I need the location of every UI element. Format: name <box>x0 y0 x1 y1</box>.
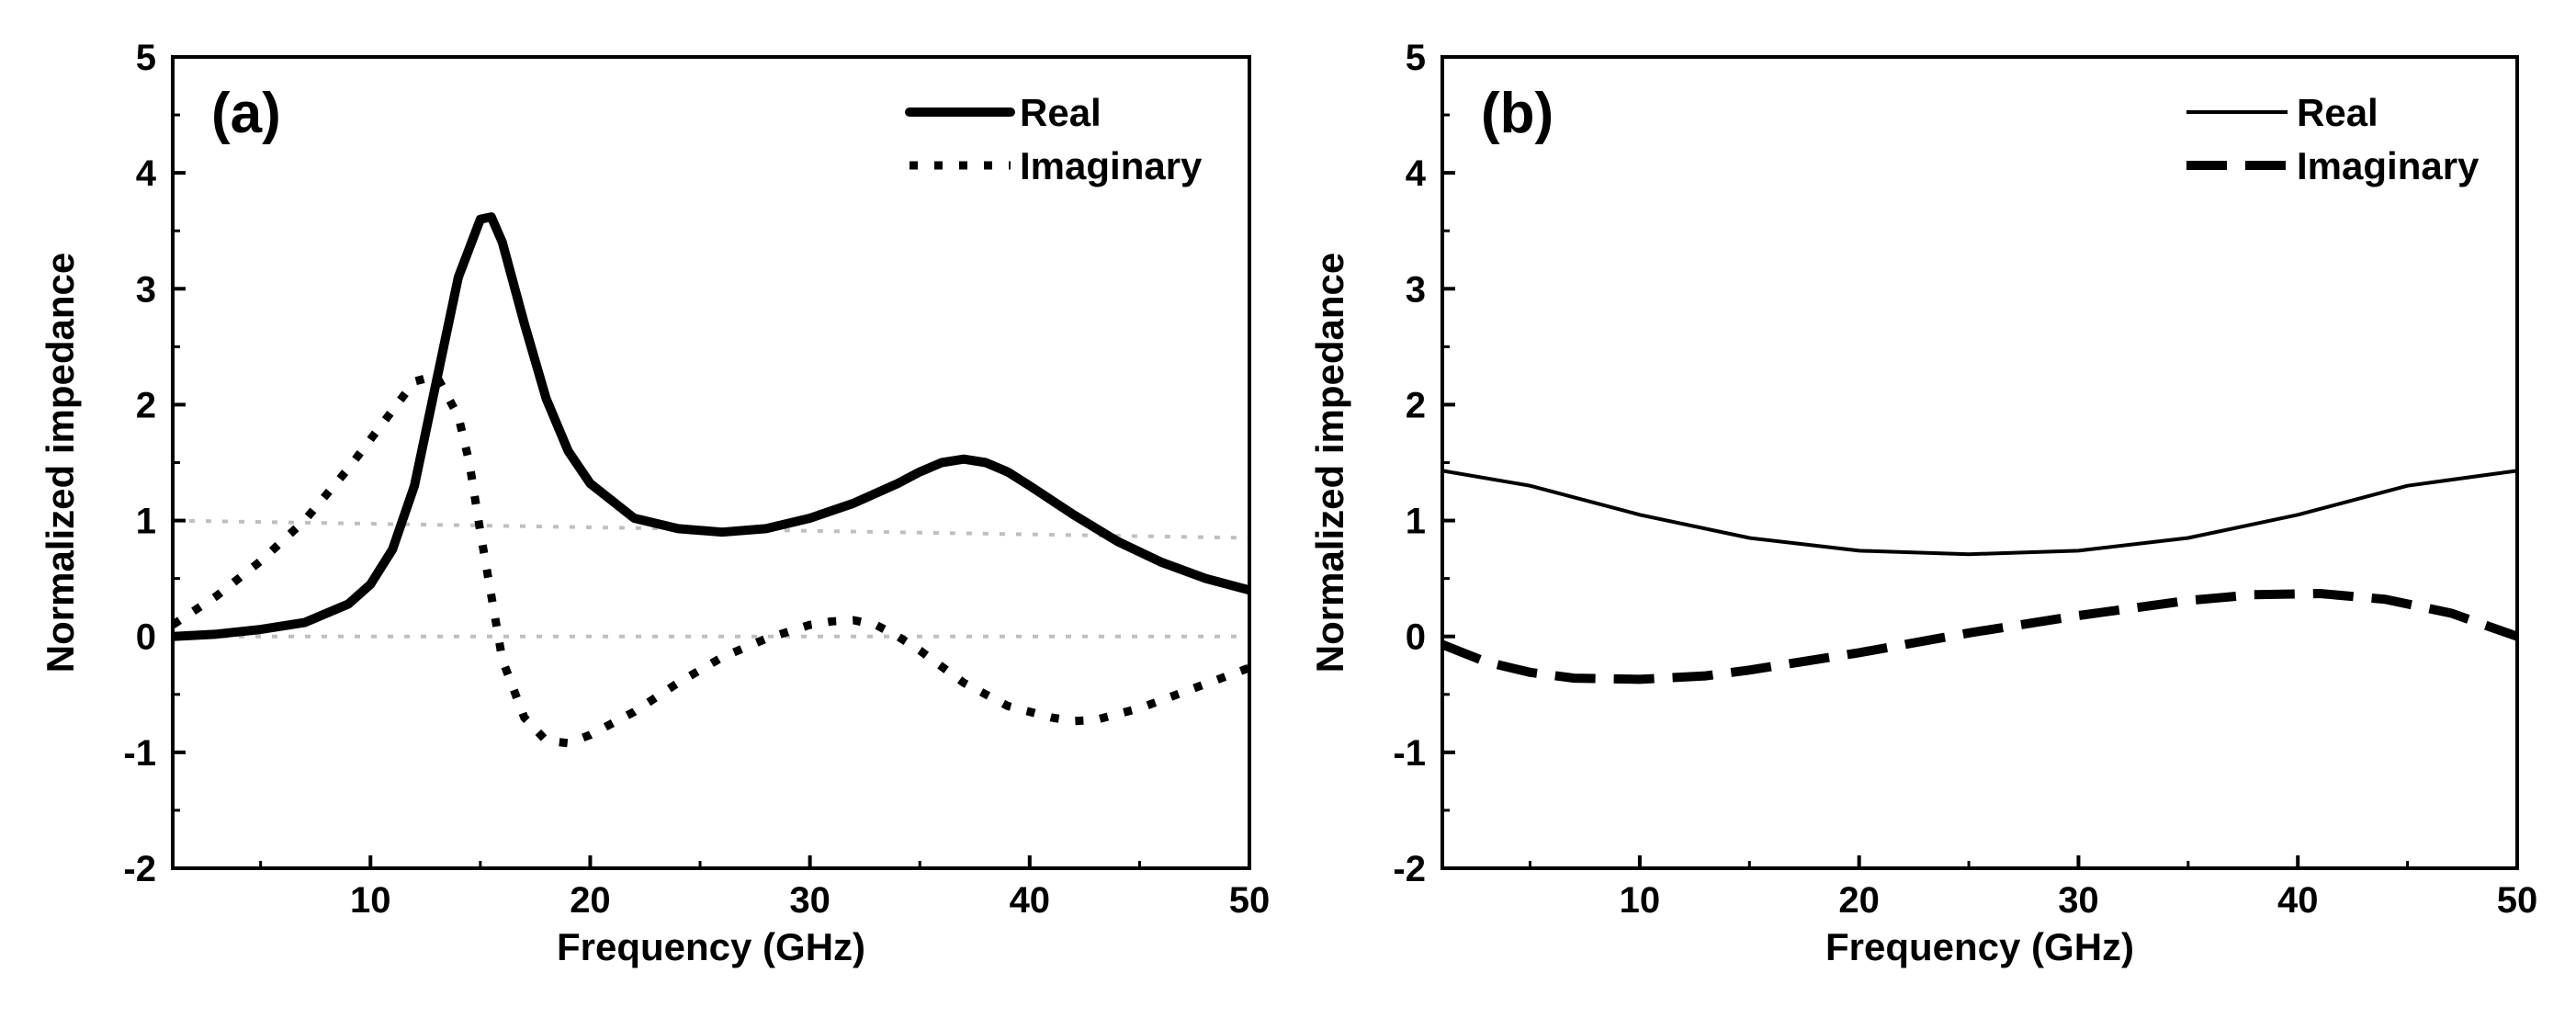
y-axis-title: Normalized impedance <box>1308 253 1351 673</box>
y-tick-label: -2 <box>123 849 156 889</box>
series-line-real <box>1442 469 2517 557</box>
x-tick-label: 10 <box>350 880 391 921</box>
x-axis-title: Frequency (GHz) <box>557 925 865 968</box>
x-tick-label: 50 <box>1229 880 1271 921</box>
y-tick-label: 2 <box>1406 385 1426 425</box>
y-tick-label: 5 <box>1406 38 1426 78</box>
x-tick-label: 20 <box>1838 880 1880 921</box>
y-tick-label: 1 <box>136 502 156 542</box>
x-tick-label: 20 <box>570 880 611 921</box>
legend: Real Imaginary <box>2186 91 2480 187</box>
x-tick-label: 30 <box>2058 880 2099 921</box>
series-line-imaginary <box>1442 588 2517 684</box>
y-tick-label: -1 <box>1393 733 1426 774</box>
y-tick-label: 1 <box>1406 502 1426 542</box>
legend-label-imaginary: Imaginary <box>1020 144 1203 187</box>
panel-label: (a) <box>211 82 281 145</box>
y-tick-label: 0 <box>136 617 156 658</box>
panel-b: -2 -1 0 1 2 3 4 5 10 20 30 40 50 Frequency (GHz) Norma… <box>1308 38 2537 968</box>
legend-label-real: Real <box>2297 91 2378 134</box>
legend: Real Imaginary <box>905 91 1203 187</box>
series-line-imaginary <box>173 370 1249 748</box>
x-tick-label: 50 <box>2497 880 2538 921</box>
panel-label: (b) <box>1481 82 1554 145</box>
y-tick-label: 3 <box>136 269 156 310</box>
series-line-real <box>173 212 1249 641</box>
y-tick-label: 3 <box>1406 269 1426 310</box>
x-tick-label: 10 <box>1620 880 1661 921</box>
y-axis-title: Normalized impedance <box>39 253 82 673</box>
panel-a: -2 -1 0 1 2 3 4 5 10 20 30 40 50 Frequency (GHz) Norma… <box>39 38 1270 968</box>
x-tick-label: 40 <box>1010 880 1051 921</box>
y-tick-label: 4 <box>1406 153 1427 194</box>
x-tick-label: 40 <box>2277 880 2319 921</box>
y-tick-label: 2 <box>136 385 156 425</box>
y-tick-label: 4 <box>136 153 157 194</box>
x-axis-title: Frequency (GHz) <box>1825 925 2134 968</box>
x-tick-label: 30 <box>789 880 830 921</box>
legend-label-imaginary: Imaginary <box>2297 144 2480 187</box>
y-tick-label: 5 <box>136 38 156 78</box>
y-tick-label: 0 <box>1406 617 1426 658</box>
y-tick-label: -1 <box>123 733 156 774</box>
legend-label-real: Real <box>1020 91 1102 134</box>
reference-one-line <box>173 518 1249 540</box>
y-tick-label: -2 <box>1393 849 1426 889</box>
